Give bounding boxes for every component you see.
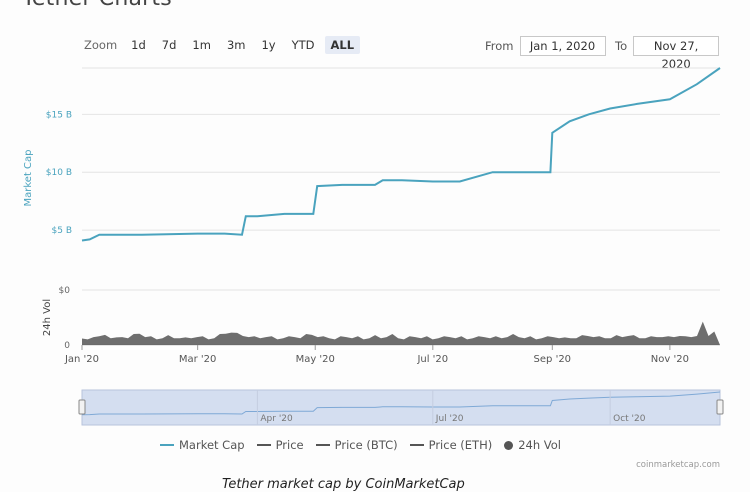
volume-y-tick-label: $0	[59, 286, 71, 296]
zoom-7d-button[interactable]: 7d	[161, 38, 177, 52]
x-tick-label: Sep '20	[534, 354, 572, 365]
y-tick-label: $15 B	[46, 110, 72, 120]
y-tick-label: $5 B	[52, 226, 73, 236]
legend-24h-vol-label: 24h Vol	[518, 438, 562, 452]
zoom-label: Zoom	[84, 38, 118, 52]
legend-price-btc-label: Price (BTC)	[334, 438, 398, 452]
navigator-tick-label: Oct '20	[613, 414, 646, 424]
x-tick-label: Nov '20	[651, 354, 689, 365]
market-cap-series-line	[81, 67, 721, 242]
source-credit: coinmarketcap.com	[636, 460, 720, 470]
zoom-all-button[interactable]: ALL	[324, 36, 361, 54]
from-date-input[interactable]: Jan 1, 2020	[519, 36, 606, 56]
legend-24h-vol[interactable]: 24h Vol	[504, 438, 561, 452]
legend-market-cap-label: Market Cap	[179, 438, 245, 452]
legend-price-eth-label: Price (ETH)	[428, 438, 493, 452]
zoom-1d-button[interactable]: 1d	[131, 38, 146, 52]
zoom-ytd-button[interactable]: YTD	[291, 38, 315, 52]
from-date-group: From Jan 1, 2020	[485, 35, 606, 57]
price-eth-line-icon	[409, 444, 424, 446]
x-tick-label: Mar '20	[179, 354, 217, 365]
volume-axis-title: 24h Vol	[42, 299, 53, 336]
figure-caption: Tether market cap by CoinMarketCap	[222, 477, 465, 492]
navigator-tick-label: Jul '20	[435, 414, 464, 424]
zoom-3m-button[interactable]: 3m	[226, 38, 246, 52]
market-cap-line-icon	[160, 444, 174, 446]
volume-area	[82, 321, 720, 345]
chart-legend: Market Cap Price Price (BTC) Price (ETH)…	[160, 438, 561, 452]
legend-price[interactable]: Price	[256, 438, 304, 452]
zoom-selector: Zoom 1d 7d 1m 3m 1y YTD ALL	[84, 35, 361, 55]
y-axis-title: Market Cap	[23, 149, 34, 206]
navigator-right-handle[interactable]	[716, 399, 724, 415]
from-label: From	[485, 39, 514, 53]
x-tick-label: Jul '20	[416, 354, 448, 365]
price-line-icon	[256, 444, 271, 446]
volume-dot-icon	[504, 440, 514, 450]
legend-price-label: Price	[275, 438, 304, 452]
to-label: To	[615, 39, 628, 53]
price-btc-line-icon	[315, 444, 330, 446]
x-tick-label: Jan '20	[64, 354, 99, 365]
y-tick-label: $10 B	[46, 168, 72, 178]
zoom-1y-button[interactable]: 1y	[261, 38, 276, 52]
to-date-group: To Nov 27, 2020	[615, 35, 720, 71]
legend-price-btc[interactable]: Price (BTC)	[315, 438, 398, 452]
navigator-left-handle[interactable]	[78, 399, 86, 415]
x-tick-label: May '20	[296, 354, 335, 365]
legend-market-cap[interactable]: Market Cap	[160, 438, 245, 452]
legend-price-eth[interactable]: Price (ETH)	[409, 438, 493, 452]
volume-y-tick-label: 0	[64, 341, 70, 351]
navigator-tick-label: Apr '20	[260, 414, 293, 424]
page-title: Tether Charts	[22, 0, 172, 11]
navigator-series-line	[81, 391, 721, 416]
zoom-1m-button[interactable]: 1m	[192, 38, 211, 52]
